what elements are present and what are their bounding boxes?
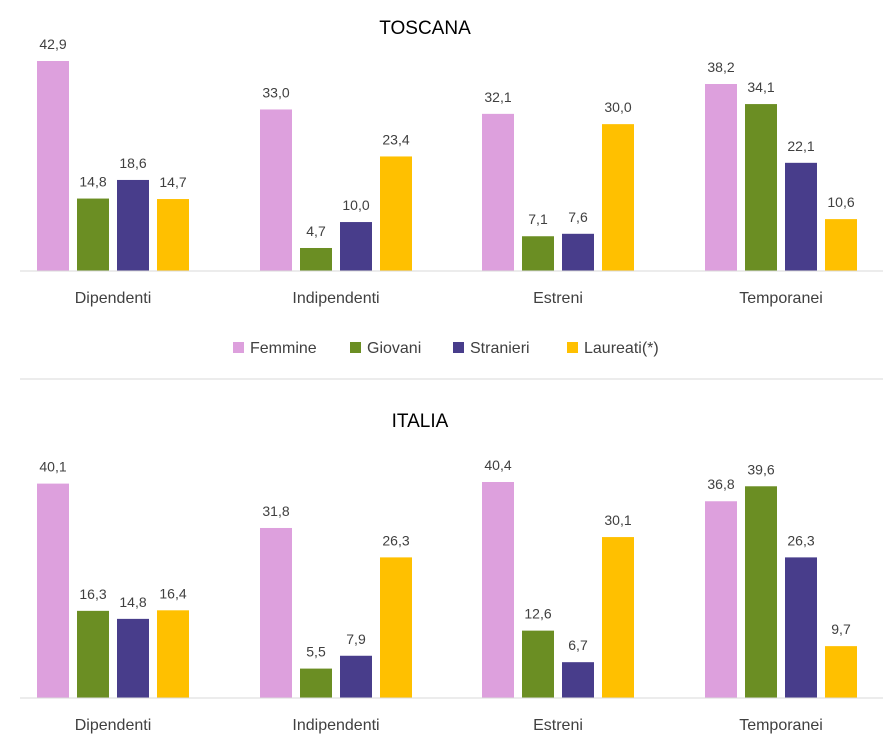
data-label-toscana-estreni-giovani: 7,1 xyxy=(528,211,548,227)
data-label-italia-estreni-stranieri: 6,7 xyxy=(568,637,588,653)
data-label-italia-indipendenti-stranieri: 7,9 xyxy=(346,631,366,647)
category-label-italia-temporanei: Temporanei xyxy=(739,717,823,734)
chart-italia: ITALIA 40,1 16,3 14,8 16,4 31,8 5,5 7,9 26,3 40,… xyxy=(20,411,883,734)
data-label-toscana-temporanei-laureati: 10,6 xyxy=(827,194,854,210)
bar-toscana-temporanei-giovani xyxy=(745,104,777,271)
data-label-italia-dipendenti-giovani: 16,3 xyxy=(79,586,106,602)
data-label-toscana-indipendenti-stranieri: 10,0 xyxy=(342,197,369,213)
category-label-italia-indipendenti: Indipendenti xyxy=(292,717,379,734)
bar-toscana-estreni-laureati xyxy=(602,124,634,271)
data-label-italia-temporanei-giovani: 39,6 xyxy=(747,461,774,477)
bar-italia-temporanei-giovani xyxy=(745,486,777,698)
bar-toscana-indipendenti-giovani xyxy=(300,247,332,271)
legend-label-stranieri: Stranieri xyxy=(470,340,530,357)
category-label-italia-estreni: Estreni xyxy=(533,717,583,734)
data-label-italia-dipendenti-femmine: 40,1 xyxy=(39,459,66,475)
legend-swatch-femmine xyxy=(233,342,244,353)
data-label-italia-temporanei-femmine: 36,8 xyxy=(707,476,734,492)
bar-italia-temporanei-laureati xyxy=(825,646,857,698)
bar-toscana-temporanei-femmine xyxy=(705,84,737,272)
bar-toscana-estreni-femmine xyxy=(482,113,514,272)
data-label-italia-indipendenti-laureati: 26,3 xyxy=(382,532,409,548)
data-label-toscana-estreni-femmine: 32,1 xyxy=(484,89,511,105)
bar-italia-estreni-giovani xyxy=(522,630,554,698)
category-label-toscana-indipendenti: Indipendenti xyxy=(292,290,379,307)
bar-toscana-dipendenti-femmine xyxy=(37,61,69,271)
chart-title-italia: ITALIA xyxy=(392,411,449,432)
bar-toscana-estreni-stranieri xyxy=(562,233,594,271)
data-label-italia-estreni-giovani: 12,6 xyxy=(524,606,551,622)
bar-italia-dipendenti-femmine xyxy=(37,483,69,698)
data-label-toscana-dipendenti-giovani: 14,8 xyxy=(79,174,106,190)
data-label-italia-dipendenti-laureati: 16,4 xyxy=(159,585,186,601)
bar-italia-indipendenti-stranieri xyxy=(340,655,372,698)
bar-italia-temporanei-stranieri xyxy=(785,557,817,698)
bar-toscana-estreni-giovani xyxy=(522,236,554,271)
data-label-italia-dipendenti-stranieri: 14,8 xyxy=(119,594,146,610)
bar-italia-indipendenti-giovani xyxy=(300,668,332,698)
data-label-italia-estreni-femmine: 40,4 xyxy=(484,457,511,473)
bar-toscana-temporanei-laureati xyxy=(825,219,857,271)
legend: Femmine Giovani Stranieri Laureati(*) xyxy=(233,340,659,357)
bar-toscana-dipendenti-stranieri xyxy=(117,179,149,271)
bar-toscana-dipendenti-giovani xyxy=(77,198,109,271)
data-label-toscana-temporanei-giovani: 34,1 xyxy=(747,79,774,95)
bar-italia-dipendenti-giovani xyxy=(77,610,109,698)
chart-title-toscana: TOSCANA xyxy=(379,18,471,39)
bar-italia-dipendenti-stranieri xyxy=(117,618,149,698)
bar-italia-indipendenti-femmine xyxy=(260,527,292,698)
bar-toscana-indipendenti-stranieri xyxy=(340,222,372,271)
data-label-toscana-estreni-stranieri: 7,6 xyxy=(568,209,588,225)
bar-toscana-indipendenti-laureati xyxy=(380,156,412,271)
category-label-toscana-dipendenti: Dipendenti xyxy=(75,290,152,307)
data-label-toscana-indipendenti-femmine: 33,0 xyxy=(262,84,289,100)
category-label-toscana-temporanei: Temporanei xyxy=(739,290,823,307)
legend-label-laureati: Laureati(*) xyxy=(584,340,659,357)
data-label-toscana-temporanei-stranieri: 22,1 xyxy=(787,138,814,154)
data-label-toscana-dipendenti-stranieri: 18,6 xyxy=(119,155,146,171)
legend-swatch-laureati xyxy=(567,342,578,353)
data-label-italia-temporanei-stranieri: 26,3 xyxy=(787,532,814,548)
data-label-toscana-temporanei-femmine: 38,2 xyxy=(707,59,734,75)
data-label-italia-estreni-laureati: 30,1 xyxy=(604,512,631,528)
data-label-toscana-dipendenti-laureati: 14,7 xyxy=(159,174,186,190)
legend-label-femmine: Femmine xyxy=(250,340,317,357)
bar-italia-estreni-femmine xyxy=(482,482,514,698)
chart-toscana: TOSCANA 42,9 14,8 18,6 14,7 33,0 4,7 10,0 23,4 3… xyxy=(20,18,883,307)
category-label-italia-dipendenti: Dipendenti xyxy=(75,717,152,734)
bar-italia-indipendenti-laureati xyxy=(380,557,412,698)
bar-italia-estreni-laureati xyxy=(602,537,634,698)
bar-toscana-dipendenti-laureati xyxy=(157,199,189,271)
data-label-toscana-indipendenti-laureati: 23,4 xyxy=(382,131,409,147)
bar-italia-dipendenti-laureati xyxy=(157,610,189,698)
bar-italia-temporanei-femmine xyxy=(705,501,737,698)
bar-italia-estreni-stranieri xyxy=(562,662,594,698)
data-label-italia-indipendenti-giovani: 5,5 xyxy=(306,644,326,660)
legend-swatch-stranieri xyxy=(453,342,464,353)
data-label-italia-indipendenti-femmine: 31,8 xyxy=(262,503,289,519)
data-label-toscana-indipendenti-giovani: 4,7 xyxy=(306,223,326,239)
bar-toscana-temporanei-stranieri xyxy=(785,162,817,271)
category-label-toscana-estreni: Estreni xyxy=(533,290,583,307)
legend-swatch-giovani xyxy=(350,342,361,353)
legend-label-giovani: Giovani xyxy=(367,340,421,357)
bar-toscana-indipendenti-femmine xyxy=(260,109,292,271)
data-label-italia-temporanei-laureati: 9,7 xyxy=(831,621,851,637)
data-label-toscana-estreni-laureati: 30,0 xyxy=(604,99,631,115)
data-label-toscana-dipendenti-femmine: 42,9 xyxy=(39,36,66,52)
